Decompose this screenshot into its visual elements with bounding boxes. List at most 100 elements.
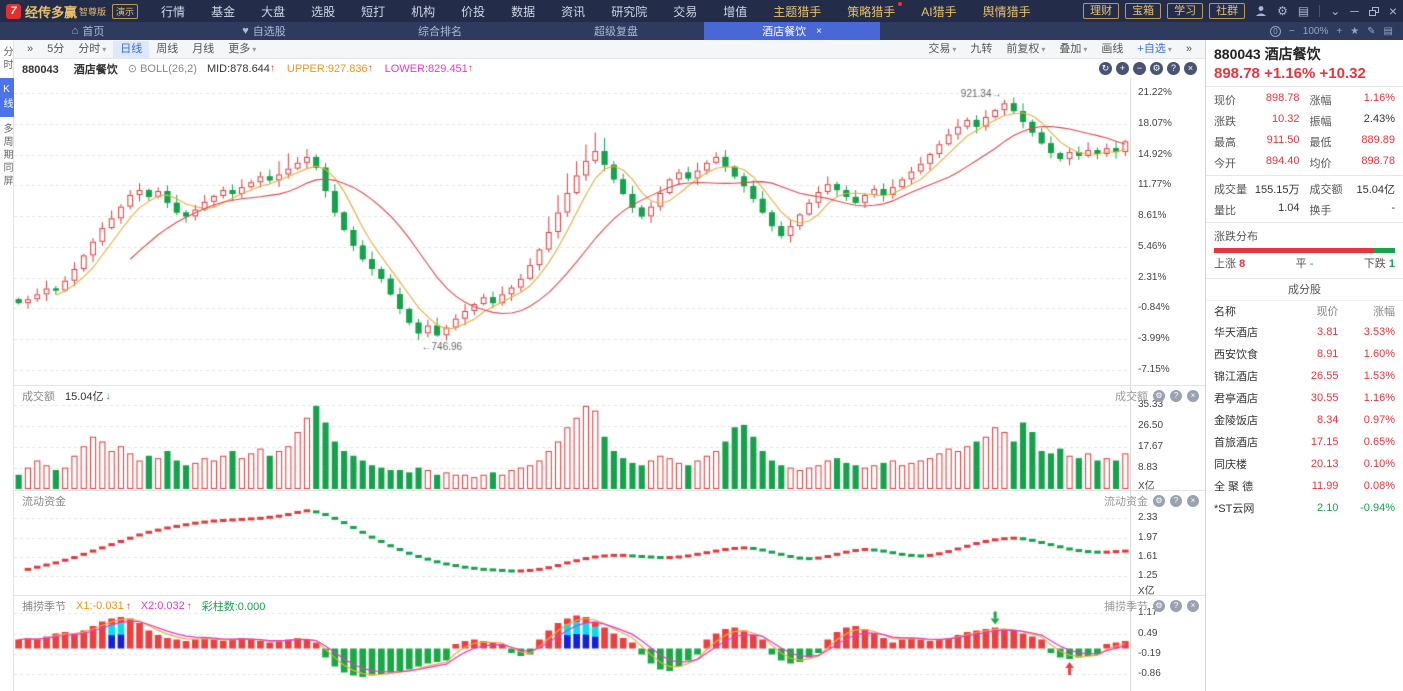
menu-item-基金[interactable]: 基金 (211, 4, 236, 19)
zoom-out-icon[interactable]: − (1133, 62, 1146, 75)
study-selector[interactable]: ⊙ BOLL(26,2) (127, 63, 197, 75)
member-stock-row[interactable]: 首旅酒店 17.15 0.65% (1206, 431, 1403, 453)
menu-item-数据[interactable]: 数据 (511, 4, 536, 19)
quick-button-学习[interactable]: 学习 (1167, 3, 1204, 19)
member-stocks: 成分股 名称 现价 涨幅 华天酒店 3.81 3.53% 西安饮食 8.91 1.60% 锦江酒… (1206, 279, 1403, 691)
period-分时[interactable]: 分时 ▾ (78, 42, 107, 55)
period-周线[interactable]: 周线 (156, 42, 179, 55)
rail-tab-多周期同屏[interactable]: 多周期同屏 (1, 123, 12, 188)
help-icon[interactable]: ? (1170, 390, 1182, 402)
menu-item-资讯[interactable]: 资讯 (561, 4, 586, 19)
zero-badge-icon[interactable]: 0 (1269, 25, 1281, 37)
main-kline-canvas[interactable] (14, 78, 1130, 385)
gear-icon[interactable]: ⚙ (1150, 62, 1163, 75)
tool-画线[interactable]: 画线 (1101, 42, 1124, 55)
tab-首页[interactable]: ⌂ 首页 (0, 22, 176, 40)
zoom-in-icon[interactable]: + (1336, 25, 1343, 37)
close-icon[interactable]: × (1187, 390, 1199, 402)
tool-交易[interactable]: 交易 ▾ (928, 42, 957, 55)
menu-item-舆情猎手[interactable]: 舆情猎手 (982, 4, 1031, 19)
tool-九转[interactable]: 九转 (970, 42, 993, 55)
rail-tab-K线[interactable]: K线 (0, 78, 14, 117)
period-更多[interactable]: 更多 ▾ (228, 42, 257, 55)
notification-dot-icon (898, 1, 903, 6)
quote-label: 涨幅 (1309, 94, 1332, 107)
user-icon[interactable] (1255, 5, 1267, 17)
member-stock-row[interactable]: 西安饮食 8.91 1.60% (1206, 343, 1403, 365)
panel-layout-icon[interactable]: ▤ (1297, 4, 1310, 18)
tab-酒店餐饮[interactable]: 酒店餐饮 × (704, 22, 880, 40)
tab-close-icon[interactable]: × (816, 25, 822, 37)
tool-前复权[interactable]: 前复权 ▾ (1006, 42, 1046, 55)
menu-item-机构[interactable]: 机构 (411, 4, 436, 19)
quote-panel: 880043 酒店餐饮 898.78 +1.16% +10.32 现价 898.7… (1205, 40, 1403, 691)
minimize-button[interactable]: ─ (1350, 4, 1359, 18)
menu-item-选股[interactable]: 选股 (311, 4, 336, 19)
member-stock-row[interactable]: 全 聚 德 11.99 0.08% (1206, 475, 1403, 497)
menu-item-AI猎手[interactable]: AI猎手 (921, 4, 957, 19)
down-count: 1 (1388, 258, 1395, 270)
help-icon[interactable]: ? (1170, 495, 1182, 507)
menu-item-交易[interactable]: 交易 (673, 4, 698, 19)
quick-button-宝箱[interactable]: 宝箱 (1125, 3, 1162, 19)
close-icon[interactable]: × (1187, 600, 1199, 612)
gear-icon[interactable]: ⚙ (1153, 600, 1165, 612)
axis-label: 2.33 (1138, 512, 1158, 524)
quick-button-理财[interactable]: 理财 (1083, 3, 1120, 19)
expand-double-chevron-icon[interactable]: » (1185, 42, 1192, 55)
quote-value: 10.32 (1271, 112, 1300, 125)
quote-value: 2.43% (1363, 112, 1395, 125)
menu-item-策略猎手[interactable]: 策略猎手 (834, 1, 908, 20)
help-icon[interactable]: ? (1167, 62, 1180, 75)
edit-pencil-icon[interactable]: ✎ (1367, 25, 1376, 37)
oscillator-canvas[interactable] (14, 596, 1130, 691)
quote-value: 898.78 (1265, 91, 1300, 104)
restore-button[interactable] (1368, 6, 1379, 16)
refresh-icon[interactable]: ↻ (1099, 62, 1112, 75)
gear-icon[interactable]: ⚙ (1153, 495, 1165, 507)
member-name: 同庆楼 (1214, 459, 1247, 471)
menu-item-大盘[interactable]: 大盘 (261, 4, 286, 19)
favorite-star-icon[interactable]: ★ (1350, 25, 1360, 37)
zoom-out-icon[interactable]: − (1288, 25, 1295, 37)
help-icon[interactable]: ? (1170, 600, 1182, 612)
tool-叠加[interactable]: 叠加 ▾ (1059, 42, 1088, 55)
menu-item-短打[interactable]: 短打 (361, 4, 386, 19)
settings-gear-icon[interactable]: ⚙ (1277, 4, 1288, 18)
member-stock-row[interactable]: *ST云网 2.10 -0.94% (1206, 497, 1403, 519)
tab-综合排名[interactable]: 综合排名 (352, 22, 528, 40)
chevron-down-icon[interactable]: ⌄ (1330, 4, 1341, 18)
tab-超级复盘[interactable]: 超级复盘 (528, 22, 704, 40)
member-stock-row[interactable]: 同庆楼 20.13 0.10% (1206, 453, 1403, 475)
gear-icon[interactable]: ⚙ (1153, 390, 1165, 402)
menu-item-主题猎手[interactable]: 主题猎手 (773, 4, 822, 19)
zoom-in-icon[interactable]: + (1116, 62, 1129, 75)
tool-+自选[interactable]: +自选 ▾ (1137, 42, 1172, 55)
updown-distribution: 涨跌分布 上涨 8 平 - 下跌 1 (1206, 223, 1403, 279)
menu-item-研究院[interactable]: 研究院 (611, 4, 648, 19)
layout-grid-icon[interactable]: ▤ (1383, 25, 1393, 37)
quick-button-社群[interactable]: 社群 (1209, 3, 1246, 19)
volume-canvas[interactable] (14, 386, 1130, 491)
period-月线[interactable]: 月线 (192, 42, 215, 55)
axis-label: 35.33 (1138, 399, 1164, 411)
collapse-double-chevron-icon[interactable]: » (27, 42, 34, 55)
up-arrow-icon: ↑ (367, 63, 373, 74)
menu-item-增值[interactable]: 增值 (723, 4, 748, 19)
member-stock-row[interactable]: 金陵饭店 8.34 0.97% (1206, 409, 1403, 431)
member-name: 金陵饭店 (1214, 415, 1258, 427)
member-stock-row[interactable]: 君亭酒店 30.55 1.16% (1206, 387, 1403, 409)
rail-tab-分时[interactable]: 分时 (1, 46, 12, 72)
close-icon[interactable]: × (1187, 495, 1199, 507)
period-日线[interactable]: 日线 (113, 40, 150, 58)
fundflow-canvas[interactable] (14, 491, 1130, 596)
period-5分[interactable]: 5分 (47, 42, 65, 55)
close-icon[interactable]: × (1184, 62, 1197, 75)
tab-自选股[interactable]: ♥ 自选股 (176, 22, 352, 40)
close-button[interactable]: × (1388, 3, 1397, 19)
demo-badge: 演示 (112, 3, 139, 19)
menu-item-价投[interactable]: 价投 (461, 4, 486, 19)
member-stock-row[interactable]: 华天酒店 3.81 3.53% (1206, 321, 1403, 343)
member-stock-row[interactable]: 锦江酒店 26.55 1.53% (1206, 365, 1403, 387)
menu-item-行情[interactable]: 行情 (161, 4, 186, 19)
